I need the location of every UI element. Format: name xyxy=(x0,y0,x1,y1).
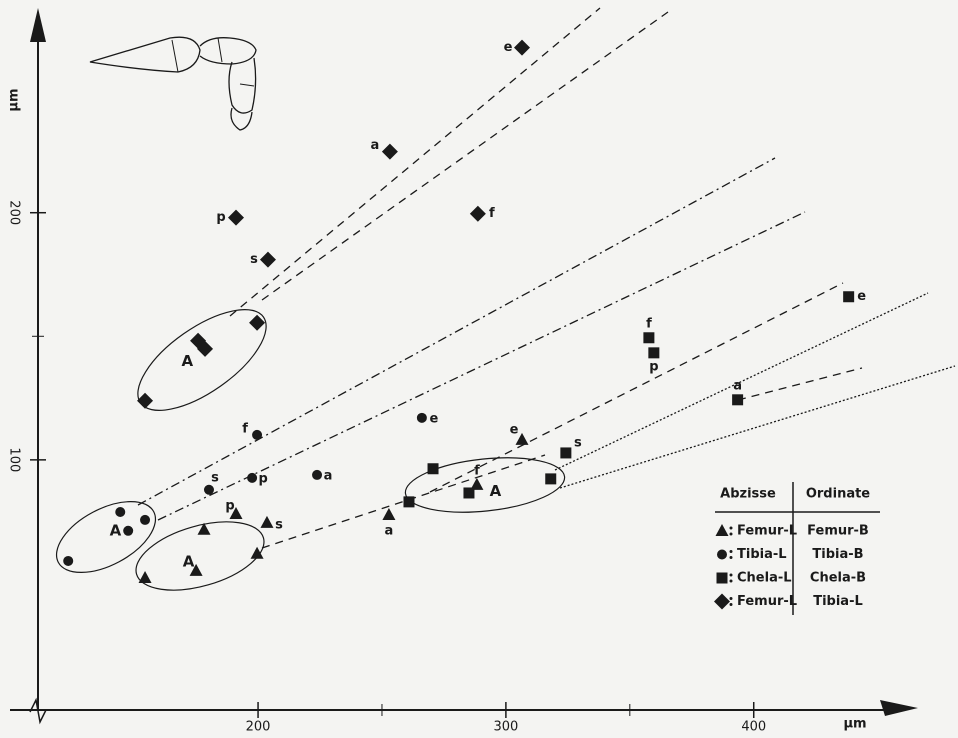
point-label: a xyxy=(733,378,742,393)
point-label: a xyxy=(371,138,380,153)
x-tick-label: 200 xyxy=(246,720,271,735)
point xyxy=(382,508,395,520)
point xyxy=(560,447,571,458)
regression-lines xyxy=(138,8,955,548)
point-label: p xyxy=(258,471,267,486)
point-label: p xyxy=(216,210,225,225)
point xyxy=(123,526,133,536)
point-label: p xyxy=(649,359,658,374)
legend-entry: Tibia-L xyxy=(737,547,787,562)
point xyxy=(843,291,854,302)
legend-colon xyxy=(730,556,733,559)
y-tick-label: 100 xyxy=(7,447,22,472)
leg-sketch xyxy=(90,37,256,130)
legend-entry: Femur-L xyxy=(737,594,797,609)
point xyxy=(251,547,264,559)
legend-ordinate: Tibia-B xyxy=(812,547,863,562)
legend-colon xyxy=(730,603,733,606)
point xyxy=(470,206,486,222)
point xyxy=(204,485,214,495)
point xyxy=(252,430,262,440)
point xyxy=(228,210,244,226)
legend-header: Ordinate xyxy=(806,487,870,502)
point-label: f xyxy=(646,316,652,331)
point xyxy=(403,496,414,507)
point-label: a xyxy=(324,468,333,483)
legend-marker xyxy=(714,594,730,610)
x-tick-label: 300 xyxy=(493,720,518,735)
legend-entry: Femur-L xyxy=(737,524,797,539)
point xyxy=(249,315,265,331)
point-label: s xyxy=(574,435,582,450)
point xyxy=(260,252,276,268)
point-label: e xyxy=(510,422,519,437)
legend-ordinate: Chela-B xyxy=(810,571,866,586)
point xyxy=(247,473,257,483)
point xyxy=(643,332,654,343)
point xyxy=(428,463,439,474)
point-label: f xyxy=(474,463,480,478)
x-arrow xyxy=(880,700,918,716)
point-label: f xyxy=(242,421,248,436)
y-arrow xyxy=(30,8,46,42)
x-tick-label: 400 xyxy=(741,720,766,735)
point-label: f xyxy=(489,206,495,221)
point xyxy=(417,413,427,423)
cluster-label: A xyxy=(490,482,502,500)
cluster-label: A xyxy=(110,521,122,539)
legend-colon xyxy=(730,550,733,553)
point xyxy=(260,516,273,528)
cluster-label: A xyxy=(181,352,193,370)
point xyxy=(139,571,152,583)
point xyxy=(140,515,150,525)
legend-marker xyxy=(717,550,727,560)
point-label: e xyxy=(429,411,438,426)
legend-ordinate: Tibia-L xyxy=(813,594,863,609)
y-tick-label: 200 xyxy=(7,200,22,225)
point xyxy=(115,507,125,517)
legend-entry: Chela-L xyxy=(737,571,792,586)
point xyxy=(545,473,556,484)
chart: µm µm Abzisse Ordinate 200300400100200ps… xyxy=(0,0,958,738)
y-axis-label: µm xyxy=(7,88,22,111)
point-label: s xyxy=(250,252,258,267)
legend-marker xyxy=(716,524,729,536)
legend-colon xyxy=(730,597,733,600)
point xyxy=(137,393,153,409)
cluster-outlines xyxy=(45,291,567,603)
point xyxy=(732,394,743,405)
point xyxy=(63,556,73,566)
point-label: e xyxy=(504,40,513,55)
legend-colon xyxy=(730,533,733,536)
point xyxy=(382,144,398,160)
legend-colon xyxy=(730,527,733,530)
point xyxy=(312,470,322,480)
point-label: s xyxy=(211,470,219,485)
point xyxy=(648,347,659,358)
point xyxy=(514,40,530,56)
point xyxy=(463,487,474,498)
point-label: e xyxy=(857,289,866,304)
point-label: a xyxy=(385,523,394,538)
legend-colon xyxy=(730,574,733,577)
legend-marker xyxy=(717,573,728,584)
legend-ordinate: Femur-B xyxy=(807,524,869,539)
point-label: s xyxy=(275,517,283,532)
cluster-label: A xyxy=(183,553,195,571)
legend-header: Abzisse xyxy=(720,487,776,502)
point-label: p xyxy=(225,498,234,513)
x-axis-label: µm xyxy=(843,717,866,732)
legend-colon xyxy=(730,580,733,583)
